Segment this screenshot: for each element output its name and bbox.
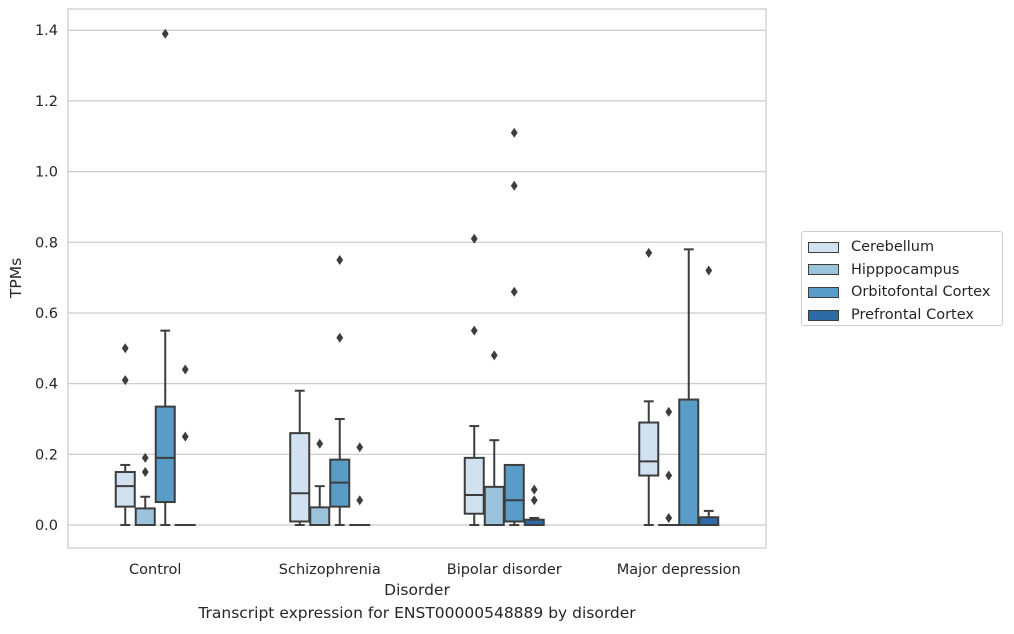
y-gridlines [68, 29, 766, 526]
outlier-point [510, 286, 518, 297]
box-3-1 [349, 442, 371, 527]
box-1-1 [309, 438, 331, 527]
outlier-point [356, 442, 364, 453]
y-tick-label: 1.0 [35, 165, 58, 181]
outlier-point [665, 512, 673, 523]
plot-frame [67, 8, 767, 549]
box-body [134, 507, 156, 527]
outlier-point [121, 343, 129, 354]
box-3-2 [523, 484, 545, 527]
outlier-point [490, 350, 498, 361]
box-body [154, 405, 176, 504]
box-body [114, 471, 136, 508]
y-tick-label: 0.0 [35, 518, 58, 534]
box-body [463, 456, 485, 515]
outlier-point [141, 467, 149, 478]
outlier-point [121, 375, 129, 386]
outlier-point [161, 28, 169, 39]
legend-swatch-prefrontal-cortex [808, 309, 839, 321]
legend-swatch-cerebellum [808, 241, 839, 253]
box-3-3 [698, 265, 720, 527]
outlier-point [645, 247, 653, 258]
y-tick-label: 1.4 [35, 23, 58, 39]
box-1-2 [483, 350, 505, 527]
y-tick-label: 0.6 [35, 306, 58, 322]
box-2-2 [503, 127, 525, 527]
x-axis-label: Disorder [384, 581, 450, 599]
outlier-point [530, 495, 538, 506]
legend: Cerebellum Hipppocampus Orbitofontal Cor… [801, 231, 1003, 326]
box-0-1 [289, 389, 311, 527]
box-0-2 [463, 233, 485, 527]
y-tick-label: 1.2 [35, 94, 58, 110]
legend-item-hippocampus: Hipppocampus [808, 259, 1002, 282]
outlier-point [530, 484, 538, 495]
outlier-point [510, 127, 518, 138]
legend-item-prefrontal-cortex: Prefrontal Cortex [808, 304, 1002, 327]
y-tick-label: 0.8 [35, 235, 58, 251]
y-tick-labels: 0.0 0.2 0.4 0.6 0.8 1.0 1.2 1.4 [35, 23, 58, 534]
box-body [678, 398, 700, 527]
box-body [289, 432, 311, 523]
outlier-point [510, 180, 518, 191]
outlier-point [181, 364, 189, 375]
outlier-point [470, 325, 478, 336]
legend-label: Hipppocampus [851, 261, 960, 278]
outlier-point [356, 495, 364, 506]
box-body [483, 485, 505, 527]
outlier-point [705, 265, 713, 276]
box-0-3 [638, 247, 660, 527]
y-axis-label: TPMs [7, 258, 25, 299]
legend-item-cerebellum: Cerebellum [808, 236, 1002, 259]
box-2-0 [154, 28, 176, 527]
y-tick-label: 0.4 [35, 377, 58, 393]
box-2-3 [678, 248, 700, 527]
box-body [309, 506, 331, 527]
outlier-point [141, 452, 149, 463]
box-body [698, 516, 720, 527]
x-tick-label: Bipolar disorder [447, 562, 562, 578]
x-tick-label: Major depression [617, 562, 741, 578]
box-series [114, 28, 720, 527]
x-tick-labels: Control Schizophrenia Bipolar disorder Majo… [129, 562, 741, 578]
outlier-point [316, 438, 324, 449]
box-0-0 [114, 343, 136, 527]
box-2-1 [329, 254, 351, 527]
legend-label: Prefrontal Cortex [851, 307, 974, 324]
y-tick-label: 0.2 [35, 447, 58, 463]
legend-label: Orbitofontal Cortex [851, 284, 991, 301]
legend-item-orbitofrontal-cortex: Orbitofontal Cortex [808, 281, 1002, 304]
outlier-point [470, 233, 478, 244]
legend-swatch-hippocampus [808, 264, 839, 276]
legend-swatch-orbitofrontal-cortex [808, 286, 839, 298]
outlier-point [181, 431, 189, 442]
box-body [638, 421, 660, 477]
x-tick-label: Control [129, 562, 181, 578]
outlier-point [665, 470, 673, 481]
chart-caption: Transcript expression for ENST0000054888… [198, 604, 636, 622]
outlier-point [336, 254, 344, 265]
outlier-point [665, 406, 673, 417]
x-tick-label: Schizophrenia [279, 562, 381, 578]
box-body [503, 463, 525, 523]
box-1-0 [134, 452, 156, 527]
legend-label: Cerebellum [851, 239, 935, 256]
box-3-0 [174, 364, 196, 527]
outlier-point [336, 332, 344, 343]
box-1-3 [658, 406, 680, 527]
